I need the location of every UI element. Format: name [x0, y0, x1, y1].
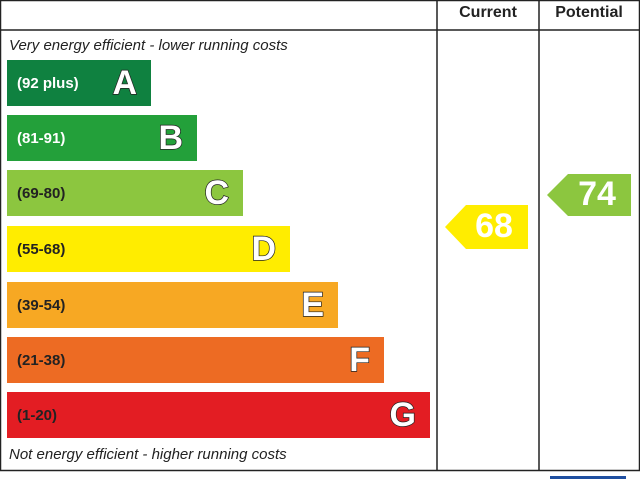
- band-range: (92 plus): [17, 75, 79, 92]
- band-bar: [7, 337, 384, 383]
- header-potential: Potential: [555, 4, 623, 21]
- band-bar: [7, 60, 151, 106]
- band-letter: B: [158, 119, 183, 157]
- band-letter: D: [251, 230, 276, 268]
- band-range: (81-91): [17, 130, 65, 147]
- band-bar: [7, 170, 243, 216]
- band-bar: [7, 282, 338, 328]
- potential-score: 74: [578, 175, 616, 213]
- potential-arrow: [547, 174, 631, 216]
- band-range: (55-68): [17, 241, 65, 258]
- band-letter: E: [301, 286, 324, 324]
- band-letter: F: [349, 341, 370, 379]
- band-letter: G: [390, 396, 416, 434]
- band-bar: [7, 115, 197, 161]
- edge-decoration: [550, 476, 626, 479]
- current-arrow: [445, 205, 528, 249]
- band-letter: A: [112, 64, 137, 102]
- band-bar: [7, 226, 290, 272]
- band-letter: C: [204, 174, 229, 212]
- header-current: Current: [459, 4, 517, 21]
- band-range: (1-20): [17, 407, 57, 424]
- bottom-note: Not energy efficient - higher running co…: [9, 446, 287, 463]
- band-range: (39-54): [17, 297, 65, 314]
- current-score: 68: [475, 207, 513, 245]
- bands: (92 plus) A (81-91) B (69-80) C (55-68) D (39-54…: [7, 60, 430, 438]
- band-bar: [7, 392, 430, 438]
- band-range: (69-80): [17, 185, 65, 202]
- top-note: Very energy efficient - lower running co…: [9, 37, 288, 54]
- band-range: (21-38): [17, 352, 65, 369]
